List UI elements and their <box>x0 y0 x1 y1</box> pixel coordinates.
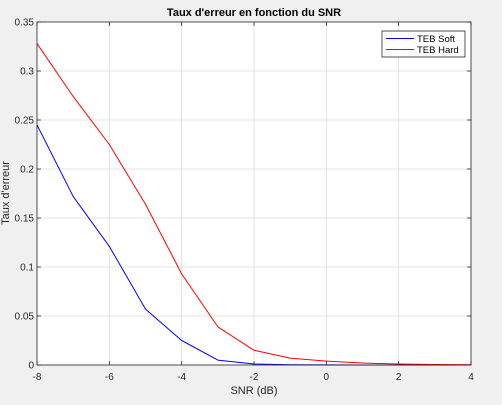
x-tick-label: 2 <box>396 372 402 383</box>
y-tick-label: 0.15 <box>15 214 35 225</box>
y-tick-label: 0.05 <box>15 312 35 323</box>
y-tick-label: 0.1 <box>20 263 34 274</box>
x-tick-label: 0 <box>324 372 330 383</box>
legend-label: TEB Hard <box>417 45 459 56</box>
legend-label: TEB Soft <box>417 34 455 45</box>
y-axis-label: Taux d'erreur <box>0 161 12 225</box>
x-axis-label: SNR (dB) <box>230 385 277 397</box>
y-tick-label: 0.35 <box>15 18 35 29</box>
x-tick-label: -8 <box>33 372 42 383</box>
y-tick-label: 0 <box>28 361 34 372</box>
x-tick-label: -4 <box>177 372 186 383</box>
x-tick-label: 4 <box>468 372 474 383</box>
y-tick-label: 0.2 <box>20 165 34 176</box>
x-tick-label: -6 <box>105 372 114 383</box>
x-tick-label: -2 <box>250 372 259 383</box>
y-tick-label: 0.3 <box>20 67 34 78</box>
chart-title: Taux d'erreur en fonction du SNR <box>167 7 341 19</box>
axis-ticks: -8 -6 -4 -2 0 2 4 0 0.05 0.1 0.15 0.2 0.25 0.3 0.35 <box>15 18 475 384</box>
legend-box <box>381 30 466 58</box>
y-tick-label: 0.25 <box>15 116 35 127</box>
